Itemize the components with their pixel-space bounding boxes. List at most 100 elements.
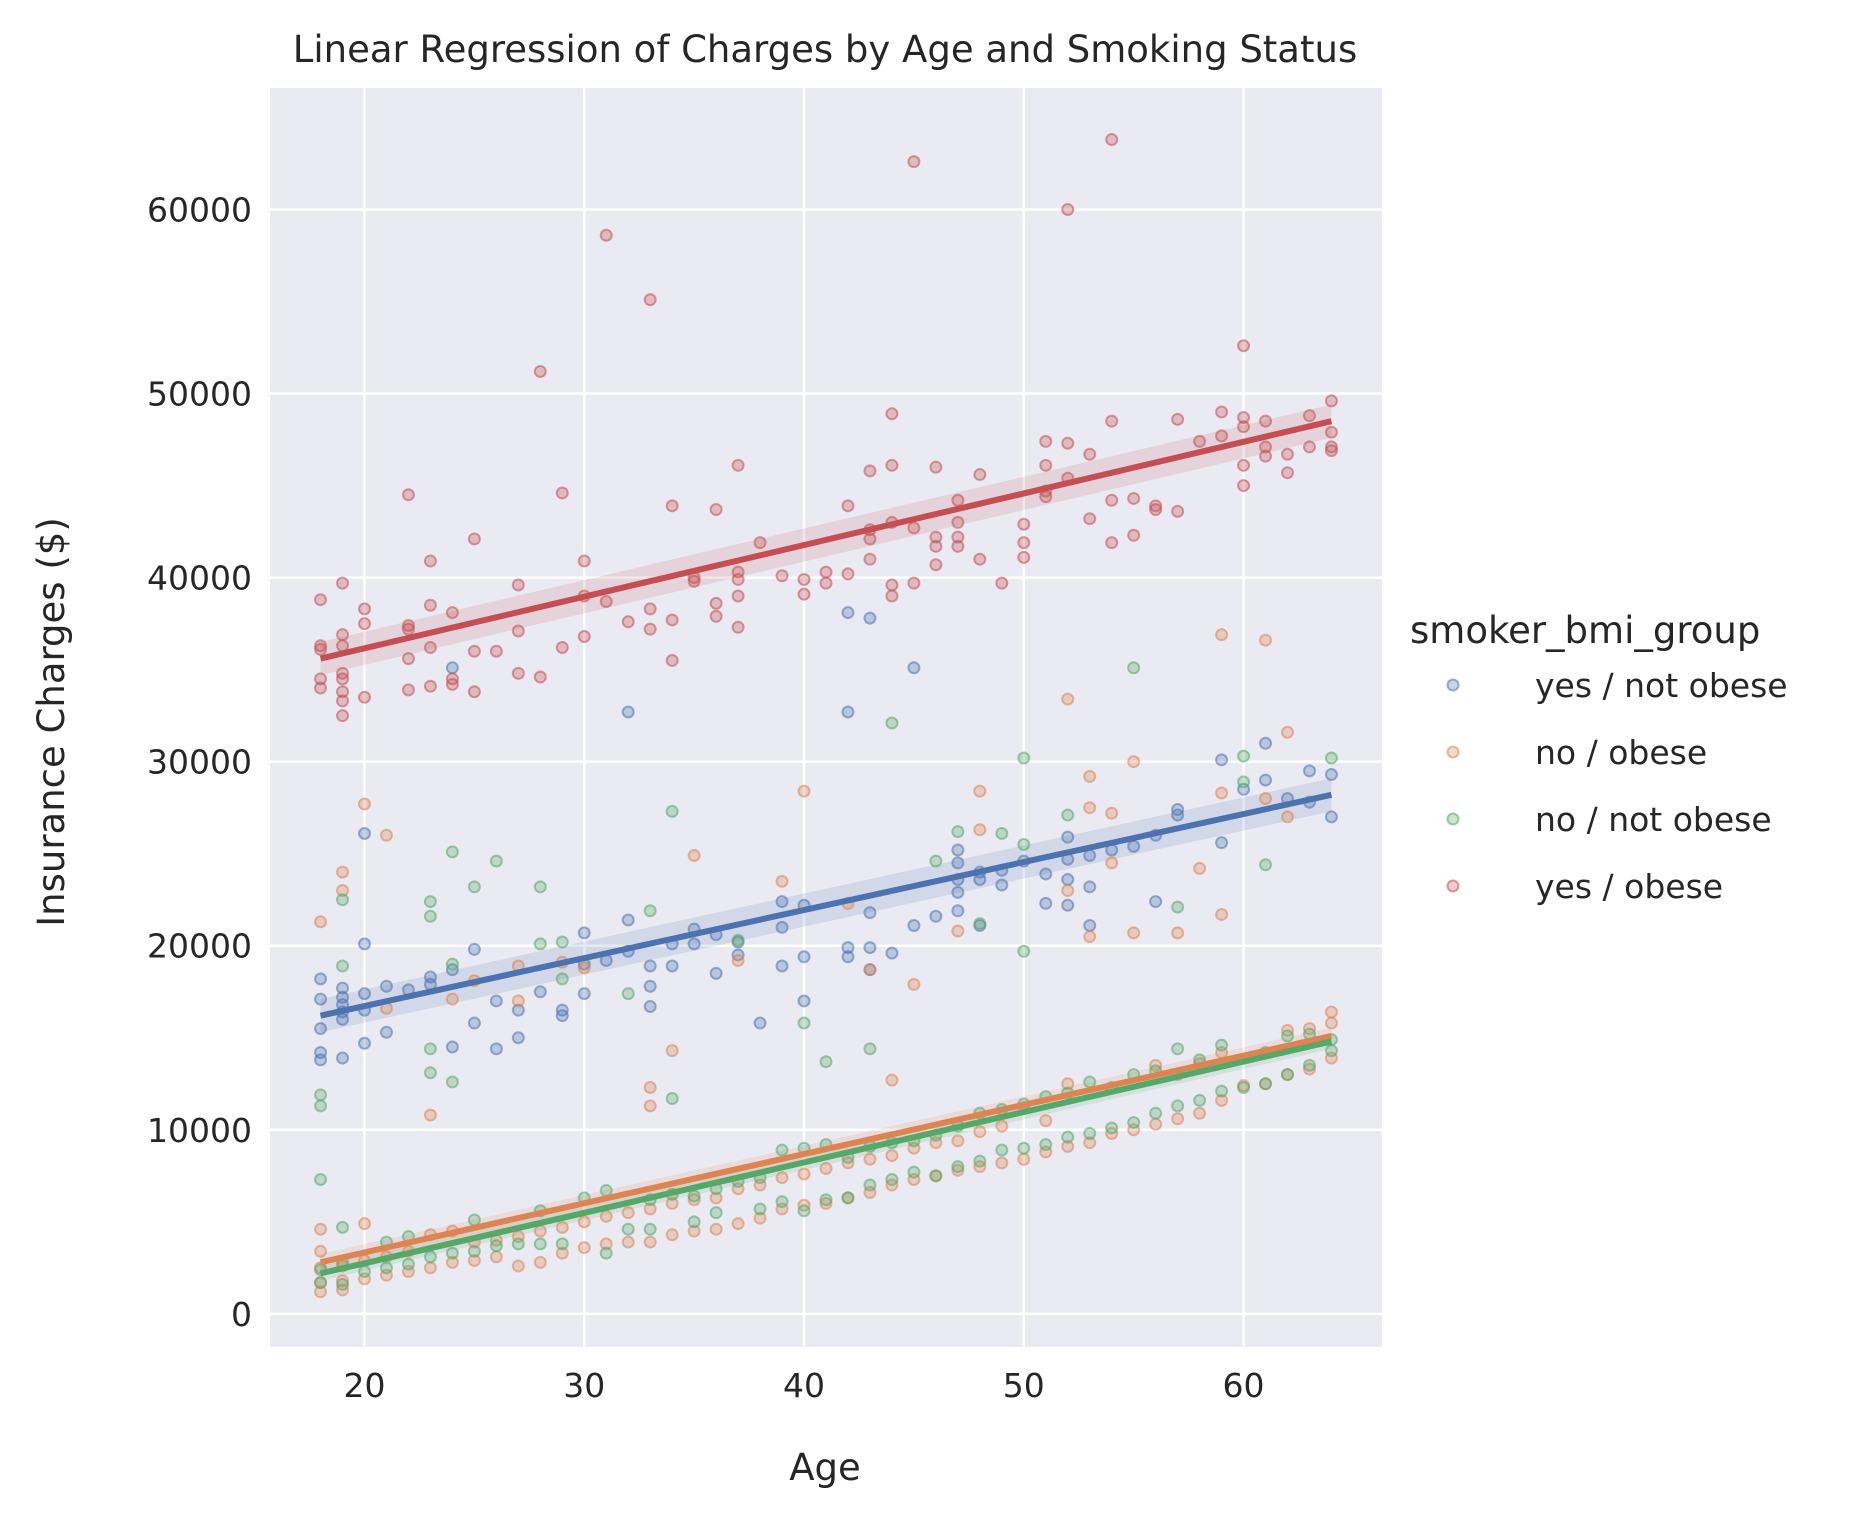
scatter-point — [1193, 1106, 1207, 1120]
scatter-point — [1017, 517, 1031, 531]
scatter-point — [1083, 918, 1097, 932]
scatter-point — [1149, 499, 1163, 513]
scatter-point — [665, 1092, 679, 1106]
scatter-point — [1171, 1099, 1185, 1113]
scatter-point — [1281, 725, 1295, 739]
scatter-point — [1127, 528, 1141, 542]
scatter-point — [1039, 896, 1053, 910]
scatter-point — [907, 661, 921, 675]
scatter-point — [423, 1261, 437, 1275]
scatter-point — [357, 987, 371, 1001]
scatter-point — [1281, 466, 1295, 480]
scatter-point — [687, 1189, 701, 1203]
scatter-point — [599, 1209, 613, 1223]
scatter-point — [555, 486, 569, 500]
legend-label: no / not obese — [1535, 800, 1772, 839]
scatter-point — [314, 672, 328, 686]
scatter-point — [643, 1099, 657, 1113]
scatter-point — [1324, 810, 1338, 824]
scatter-point — [1281, 810, 1295, 824]
scatter-point — [401, 622, 415, 636]
scatter-point — [379, 979, 393, 993]
scatter-point — [841, 499, 855, 513]
scatter-point — [687, 849, 701, 863]
scatter-point — [511, 1003, 525, 1017]
scatter-point — [1083, 1136, 1097, 1150]
scatter-point — [314, 593, 328, 607]
scatter-point — [1324, 1044, 1338, 1058]
scatter-point — [819, 565, 833, 579]
scatter-point — [1083, 930, 1097, 944]
scatter-point — [445, 845, 459, 859]
legend: smoker_bmi_group yes / not obese no / obe… — [1410, 609, 1788, 906]
scatter-point — [423, 1250, 437, 1264]
scatter-point — [841, 705, 855, 719]
scatter-point — [599, 595, 613, 609]
y-tick-label: 30000 — [147, 743, 252, 782]
scatter-point — [775, 1143, 789, 1157]
scatter-point — [951, 1134, 965, 1148]
scatter-point — [621, 615, 635, 629]
scatter-point — [1171, 900, 1185, 914]
scatter-point — [1061, 872, 1075, 886]
scatter-point — [577, 1215, 591, 1229]
scatter-point — [1171, 808, 1185, 822]
scatter-point — [621, 913, 635, 927]
scatter-point — [1105, 133, 1119, 147]
scatter-point — [1259, 1077, 1273, 1091]
scatter-point — [577, 926, 591, 940]
scatter-point — [907, 521, 921, 535]
scatter-point — [555, 972, 569, 986]
scatter-point — [797, 572, 811, 586]
scatter-point — [951, 530, 965, 544]
scatter-point — [445, 677, 459, 691]
scatter-point — [709, 503, 723, 517]
scatter-point — [775, 1195, 789, 1209]
scatter-point — [1215, 1038, 1229, 1052]
scatter-point — [1281, 1029, 1295, 1043]
scatter-point — [995, 826, 1009, 840]
scatter-point — [511, 1237, 525, 1251]
scatter-point — [423, 895, 437, 909]
scatter-point — [753, 1211, 767, 1225]
scatter-point — [643, 959, 657, 973]
scatter-point — [1259, 773, 1273, 787]
scatter-point — [951, 539, 965, 553]
legend-marker — [1446, 879, 1460, 893]
scatter-point — [863, 906, 877, 920]
scatter-point — [577, 630, 591, 644]
scatter-point — [336, 672, 350, 686]
x-tick-label: 60 — [1223, 1366, 1265, 1405]
scatter-point — [555, 641, 569, 655]
scatter-point — [423, 679, 437, 693]
scatter-point — [973, 468, 987, 482]
scatter-point — [423, 909, 437, 923]
scatter-point — [336, 628, 350, 642]
scatter-point — [1324, 394, 1338, 408]
scatter-point — [665, 804, 679, 818]
scatter-point — [1215, 786, 1229, 800]
scatter-point — [1149, 1117, 1163, 1131]
scatter-point — [357, 690, 371, 704]
scatter-point — [731, 620, 745, 634]
scatter-point — [357, 617, 371, 631]
scatter-point — [1017, 944, 1031, 958]
scatter-point — [643, 622, 657, 636]
scatter-point — [1149, 895, 1163, 909]
scatter-point — [336, 1012, 350, 1026]
scatter-point — [357, 797, 371, 811]
scatter-point — [951, 825, 965, 839]
scatter-point — [1083, 769, 1097, 783]
scatter-point — [555, 1246, 569, 1260]
scatter-point — [951, 515, 965, 529]
scatter-point — [753, 536, 767, 550]
scatter-point — [951, 856, 965, 870]
scatter-point — [533, 364, 547, 378]
scatter-point — [401, 683, 415, 697]
scatter-point — [336, 685, 350, 699]
scatter-point — [445, 1246, 459, 1260]
scatter-point — [819, 1193, 833, 1207]
scatter-point — [1193, 861, 1207, 875]
scatter-point — [423, 1066, 437, 1080]
scatter-point — [731, 458, 745, 472]
